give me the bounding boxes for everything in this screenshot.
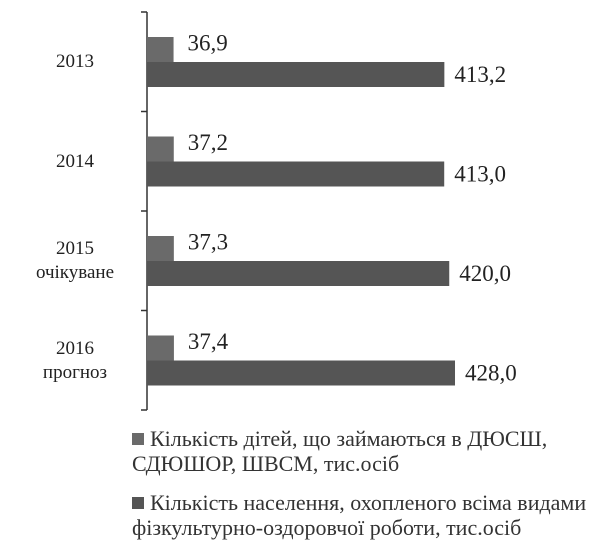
category-label: 2013 [56,51,94,72]
value-label: 37,2 [188,130,228,155]
bar [147,37,174,62]
category-label: 2014 [56,150,94,172]
bar [147,360,456,386]
value-label: 36,9 [188,30,228,55]
bar [147,261,450,286]
legend-swatch [132,433,144,445]
category-label: 2016 прогноз [42,337,108,383]
bar [147,236,174,261]
bar [147,335,174,361]
bar [147,136,174,162]
value-label: 420,0 [459,261,511,286]
bar [147,62,445,87]
value-label: 37,4 [188,329,229,354]
legend-item: Кількість населення, охопленого всіма ви… [132,490,602,540]
bar [147,161,445,187]
legend-label: Кількість дітей, що займаються в ДЮСШ, С… [132,426,548,476]
category-label: 2015 очікуване [35,238,115,283]
legend-label: Кількість населення, охопленого всіма ви… [132,490,587,540]
legend-swatch [132,497,144,509]
value-label: 428,0 [465,360,517,385]
legend-item: Кількість дітей, що займаються в ДЮСШ, С… [132,426,602,476]
value-label: 413,0 [454,161,506,186]
value-label: 413,2 [454,62,506,87]
value-label: 37,3 [188,229,228,254]
